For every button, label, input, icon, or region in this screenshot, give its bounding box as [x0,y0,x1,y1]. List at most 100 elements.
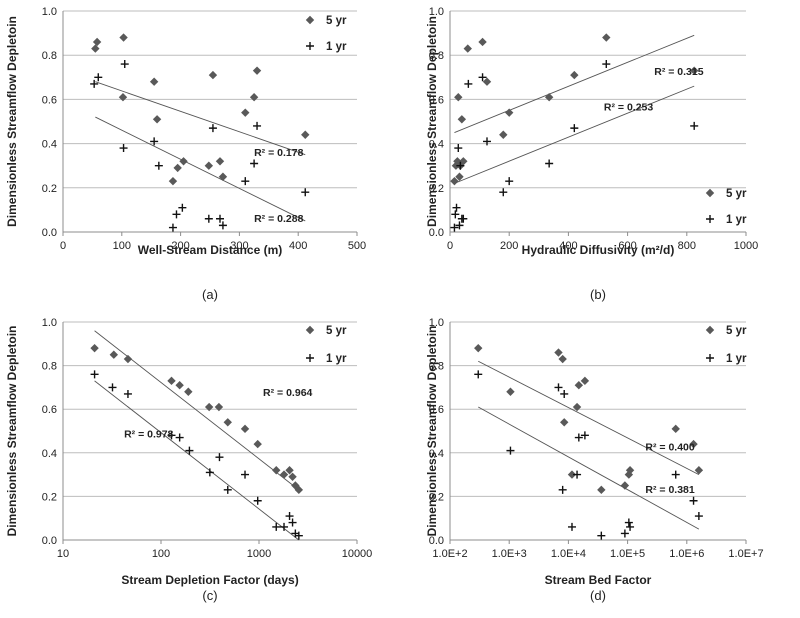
chart-4-series-5yr-point [572,402,582,412]
chart-1-x-tick-label: 400 [289,240,307,252]
chart-3-series-1yr-point [241,470,250,479]
chart-1-series-5yr-point [301,130,310,139]
chart-4-series-5yr-point [620,481,630,490]
chart-1-x-tick-label: 200 [171,240,189,252]
chart-4-y-tick-label: 0.4 [429,448,444,460]
chart-3-series-5yr-point [288,472,297,481]
chart-4-series-1yr-point [694,512,703,521]
chart-4-series-5yr-trendline [478,360,700,476]
chart-1-x-axis-label: Well-Stream Distance (m) [138,243,283,257]
chart-2-series-1yr-point [478,73,487,82]
chart-4-y-tick-label: 1.0 [429,317,444,329]
chart-2-series-5yr-point [544,92,554,102]
chart-3-series-5yr-point [223,418,232,427]
chart-1-x-tick-label: 300 [230,240,248,252]
chart-3-series-5yr-point [279,470,289,479]
chart-1-series-1yr-point [150,137,159,146]
chart-2-x-tick-label: 0 [447,240,453,252]
chart-4-series-1yr-point [580,431,589,440]
chart-3-series-5yr-point [109,350,119,359]
chart-4-series-5yr-legend-label: 5 yr [726,325,747,337]
chart-2-series-1yr-point [464,79,473,88]
chart-4-series-1yr-point [620,529,629,538]
chart-2-y-tick-label: 0.0 [429,227,444,239]
chart-2-series-1yr-trendline [454,85,695,184]
chart-4-x-tick-label: 1.0E+2 [432,548,467,560]
chart-2-series-1yr-r2-label: R² = 0.253 [604,101,653,113]
chart-4-x-tick-label: 1.0E+6 [669,548,704,560]
chart-2-series-5yr-point [455,172,464,181]
chart-4-series-5yr-legend-marker [705,325,715,335]
chart-4-series-1yr-point [671,470,680,479]
chart-3-series-1yr-point [108,383,117,392]
chart-4-series-5yr-point [506,387,515,396]
chart-3-series-5yr-point [167,376,176,386]
chart-2-y-tick-label: 0.4 [429,139,444,151]
chart-3-series-1yr-point [285,512,294,521]
chart-2-x-tick-label: 800 [678,240,696,252]
chart-3-y-axis-label: Dimensionless Streamflow Depletoin [5,326,19,537]
chart-2-series-1yr-point [459,214,468,223]
chart-4-y-tick-label: 0.2 [429,491,444,503]
chart-2-series-1yr-point [456,161,465,170]
chart-4-y-axis-label: Dimensionless Streamflow Depletoin [425,326,439,537]
chart-3-x-axis-label: Stream Depletion Factor (days) [121,573,298,587]
chart-1-series-1yr-legend-label: 1 yr [326,41,347,53]
chart-1-x-tick-label: 500 [348,240,366,252]
chart-1-series-1yr-point [94,73,103,82]
chart-2-series-1yr-legend-marker [706,215,714,223]
chart-3-series-1yr-point [223,485,232,494]
chart-1-y-tick-label: 0.0 [42,227,57,239]
chart-2-y-tick-label: 0.6 [429,94,444,106]
chart-1-y-tick-label: 0.6 [42,94,57,106]
chart-2-y-tick-label: 0.8 [429,50,444,62]
chart-3-y-tick-label: 0.4 [42,448,57,460]
chart-1-y-tick-label: 1.0 [42,6,57,18]
chart-4-series-5yr-r2-label: R² = 0.400 [645,442,694,454]
chart-3-x-tick-label: 10 [57,548,69,560]
chart-2-series-1yr-point [545,159,554,168]
chart-1-series-5yr-point [215,157,225,166]
chart-2-series-1yr-point [602,60,611,69]
chart-3-series-5yr-point [90,343,99,353]
chart-1-series-1yr-point [218,221,227,230]
chart-4-series-1yr-r2-label: R² = 0.381 [645,484,694,496]
chart-1-series-1yr-point [301,188,310,197]
chart-3-series-5yr-point [184,387,193,396]
chart-2-caption: (b) [590,287,606,302]
chart-1-series-1yr-point [253,121,262,130]
chart-3-series-1yr-point [215,453,224,462]
chart-2-y-axis-label: Dimensionless Streamflow Depletoin [425,16,439,227]
chart-1-caption: (a) [202,287,218,302]
chart-3-series-5yr-point [272,466,281,475]
chart-4-caption: (d) [590,588,606,603]
chart-2-series-1yr-point [690,121,699,130]
chart-3-series-5yr-legend-label: 5 yr [326,325,347,337]
chart-1-series-5yr-point [241,108,250,117]
chart-3-y-tick-label: 0.8 [42,361,57,373]
chart-4-y-tick-label: 0.0 [429,535,444,547]
chart-2-series-5yr-point [570,70,579,80]
chart-2-series-5yr-point [453,157,462,166]
chart-1-series-1yr-legend-marker [306,42,314,50]
chart-1-y-tick-label: 0.4 [42,139,57,151]
chart-3-series-1yr-r2-label: R² = 0.978 [124,429,173,441]
chart-3-series-5yr-point [253,439,262,449]
chart-4-series-1yr-point [474,370,483,379]
chart-2-series-5yr-point [478,37,487,47]
chart-2-series-5yr-point [482,77,492,86]
chart-2-series-1yr-point [451,210,460,219]
chart-1-series-5yr-point [179,157,188,166]
chart-4-series-5yr-point [560,418,569,427]
chart-2-series-1yr-point [455,221,464,230]
chart-3-y-tick-label: 0.6 [42,404,57,416]
chart-3-series-1yr-point [253,496,262,505]
chart-4-x-axis-label: Stream Bed Factor [545,573,652,587]
chart-3-x-tick-label: 100 [152,548,170,560]
chart-4-series-1yr-point [506,446,515,455]
chart-1-series-5yr-point [249,92,259,102]
chart-3-series-5yr-point [240,424,250,434]
chart-4-series-1yr-point [560,389,569,398]
chart-1-x-tick-label: 0 [60,240,66,252]
chart-4-series-1yr-legend-label: 1 yr [726,353,747,365]
